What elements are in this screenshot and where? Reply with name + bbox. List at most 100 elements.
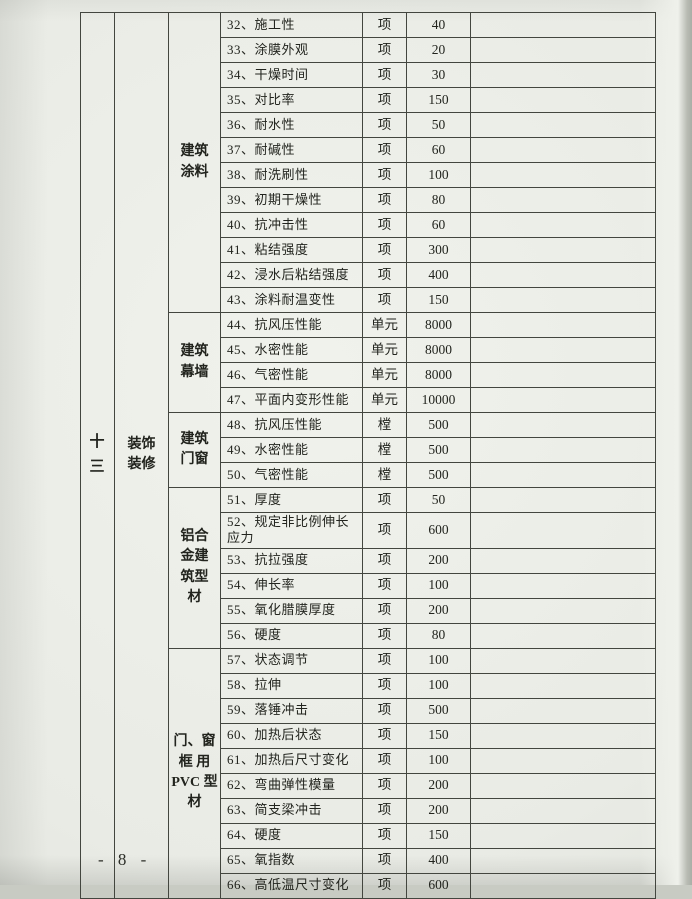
item-cell: 52、规定非比例伸长应力 (221, 513, 363, 549)
blank-cell (471, 673, 656, 698)
item-cell: 42、浸水后粘结强度 (221, 263, 363, 288)
item-cell: 54、伸长率 (221, 573, 363, 598)
unit-cell: 项 (363, 288, 407, 313)
unit-cell: 樘 (363, 413, 407, 438)
unit-cell: 项 (363, 848, 407, 873)
value-cell: 200 (407, 598, 471, 623)
item-cell: 35、对比率 (221, 88, 363, 113)
value-cell: 500 (407, 438, 471, 463)
section-number-cell: 十 三 (81, 13, 115, 899)
unit-cell: 项 (363, 598, 407, 623)
value-cell: 80 (407, 623, 471, 648)
blank-cell (471, 288, 656, 313)
value-cell: 400 (407, 848, 471, 873)
blank-cell (471, 63, 656, 88)
blank-cell (471, 723, 656, 748)
blank-cell (471, 213, 656, 238)
value-cell: 600 (407, 873, 471, 898)
blank-cell (471, 873, 656, 898)
blank-cell (471, 313, 656, 338)
unit-cell: 项 (363, 773, 407, 798)
unit-cell: 单元 (363, 313, 407, 338)
value-cell: 8000 (407, 313, 471, 338)
value-cell: 150 (407, 823, 471, 848)
section-name-cell: 装饰 装修 (115, 13, 169, 899)
unit-cell: 项 (363, 238, 407, 263)
blank-cell (471, 238, 656, 263)
item-cell: 59、落锤冲击 (221, 698, 363, 723)
value-cell: 100 (407, 748, 471, 773)
item-cell: 49、水密性能 (221, 438, 363, 463)
unit-cell: 项 (363, 13, 407, 38)
blank-cell (471, 823, 656, 848)
value-cell: 40 (407, 13, 471, 38)
value-cell: 50 (407, 488, 471, 513)
value-cell: 100 (407, 648, 471, 673)
blank-cell (471, 648, 656, 673)
blank-cell (471, 113, 656, 138)
unit-cell: 项 (363, 548, 407, 573)
unit-cell: 项 (363, 63, 407, 88)
unit-cell: 单元 (363, 388, 407, 413)
unit-cell: 樘 (363, 438, 407, 463)
unit-cell: 项 (363, 213, 407, 238)
value-cell: 500 (407, 413, 471, 438)
value-cell: 300 (407, 238, 471, 263)
value-cell: 400 (407, 263, 471, 288)
item-cell: 43、涂料耐温变性 (221, 288, 363, 313)
item-cell: 64、硬度 (221, 823, 363, 848)
blank-cell (471, 623, 656, 648)
unit-cell: 项 (363, 748, 407, 773)
value-cell: 60 (407, 138, 471, 163)
unit-cell: 项 (363, 698, 407, 723)
item-cell: 37、耐碱性 (221, 138, 363, 163)
unit-cell: 项 (363, 623, 407, 648)
item-cell: 50、气密性能 (221, 463, 363, 488)
unit-cell: 项 (363, 723, 407, 748)
unit-cell: 单元 (363, 338, 407, 363)
item-cell: 32、施工性 (221, 13, 363, 38)
blank-cell (471, 698, 656, 723)
value-cell: 50 (407, 113, 471, 138)
blank-cell (471, 513, 656, 549)
value-cell: 100 (407, 573, 471, 598)
blank-cell (471, 163, 656, 188)
unit-cell: 项 (363, 163, 407, 188)
unit-cell: 项 (363, 188, 407, 213)
value-cell: 30 (407, 63, 471, 88)
item-cell: 39、初期干燥性 (221, 188, 363, 213)
item-cell: 41、粘结强度 (221, 238, 363, 263)
value-cell: 100 (407, 163, 471, 188)
unit-cell: 项 (363, 113, 407, 138)
blank-cell (471, 88, 656, 113)
item-cell: 45、水密性能 (221, 338, 363, 363)
blank-cell (471, 413, 656, 438)
blank-cell (471, 263, 656, 288)
value-cell: 150 (407, 88, 471, 113)
blank-cell (471, 438, 656, 463)
value-cell: 600 (407, 513, 471, 549)
unit-cell: 项 (363, 38, 407, 63)
value-cell: 100 (407, 673, 471, 698)
blank-cell (471, 748, 656, 773)
value-cell: 150 (407, 288, 471, 313)
unit-cell: 单元 (363, 363, 407, 388)
blank-cell (471, 463, 656, 488)
item-cell: 38、耐洗刷性 (221, 163, 363, 188)
value-cell: 200 (407, 773, 471, 798)
value-cell: 200 (407, 548, 471, 573)
item-cell: 33、涂膜外观 (221, 38, 363, 63)
value-cell: 80 (407, 188, 471, 213)
unit-cell: 项 (363, 573, 407, 598)
unit-cell: 项 (363, 138, 407, 163)
category-cell: 建筑 门窗 (169, 413, 221, 488)
value-cell: 8000 (407, 363, 471, 388)
item-cell: 34、干燥时间 (221, 63, 363, 88)
item-cell: 36、耐水性 (221, 113, 363, 138)
item-cell: 58、拉伸 (221, 673, 363, 698)
item-cell: 46、气密性能 (221, 363, 363, 388)
value-cell: 20 (407, 38, 471, 63)
blank-cell (471, 598, 656, 623)
